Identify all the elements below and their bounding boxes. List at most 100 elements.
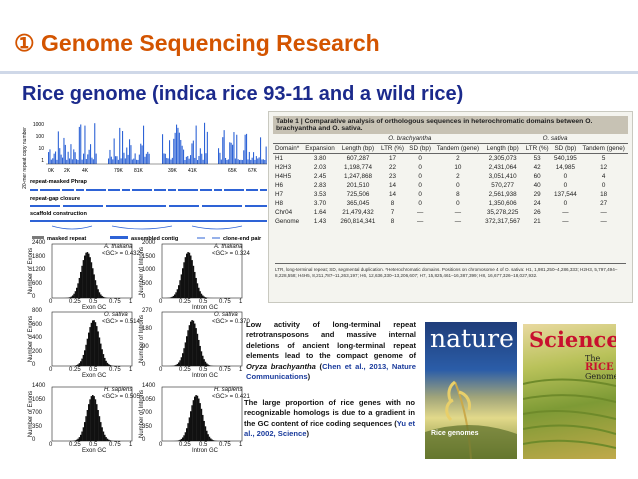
histogram-bar: [207, 364, 209, 366]
table-caption: Table 1 | Comparative analysis of orthol…: [273, 116, 628, 134]
table-cell: 21: [533, 218, 541, 225]
track-row-label: repeat-gap closure: [30, 196, 80, 202]
table-row: H7 3.53 725,506 14 0 8 2,561,938 29 137,544 18: [273, 190, 628, 199]
histogram-bar: [174, 294, 176, 298]
repeat-bar: [230, 142, 232, 164]
histogram-species: O. sativa: [214, 312, 238, 318]
table-cell: 1.43: [313, 218, 327, 225]
table-cell: Genome: [275, 218, 300, 225]
column-header: Tandem (gene): [433, 143, 483, 154]
table-cell: 137,544: [553, 191, 577, 198]
repeat-bar: [73, 149, 75, 164]
repeat-bar: [71, 159, 73, 164]
table-cell: 7: [390, 209, 395, 216]
histogram-ytick: 0: [142, 437, 146, 443]
histogram-bar: [85, 416, 87, 441]
track-legend: assembled contig: [131, 236, 179, 242]
table-cell: 570,277: [491, 182, 514, 189]
histogram-bar: [182, 268, 184, 298]
histogram-bar: [97, 410, 99, 441]
repeat-bar: [237, 159, 239, 164]
repeat-bar: [225, 157, 227, 164]
histogram-bar: [171, 296, 173, 298]
table-cell: 260,814,341: [340, 218, 376, 225]
repeat-bar: [115, 156, 117, 164]
histogram-bar: [85, 344, 87, 366]
track-ytick: 1000: [33, 122, 44, 128]
repeat-bar: [240, 159, 242, 164]
slide-subtitle: Rice genome (indica rice 93-11 and a wil…: [22, 83, 464, 105]
table-cell: 2,561,938: [488, 191, 517, 198]
repeat-bar: [258, 157, 260, 164]
table-cell: 0: [563, 200, 568, 207]
rice-terraces-illustration: [523, 378, 616, 449]
repeat-bar: [236, 134, 238, 164]
histogram-bar: [94, 322, 97, 366]
histogram-bar: [100, 422, 102, 441]
histogram-bar: [188, 325, 191, 366]
repeat-bar: [109, 149, 111, 164]
histogram-bar: [180, 438, 183, 441]
track-xtick: 4K: [82, 168, 89, 174]
histogram-bar: [188, 252, 191, 298]
repeat-bar: [113, 138, 115, 164]
histogram-ytick: 0: [32, 437, 36, 443]
histogram-bar: [96, 404, 98, 441]
histogram-ytick: 1200: [32, 267, 46, 273]
histogram-bar: [98, 416, 101, 441]
repeat-bar: [66, 159, 68, 164]
histogram-bar: [191, 405, 193, 441]
repeat-bar: [136, 159, 138, 164]
citation-link[interactable]: Yu et al., 2002, Science: [244, 418, 415, 439]
histogram-ytick: 1400: [32, 383, 46, 389]
histogram-bar: [86, 338, 89, 366]
repeat-bar: [162, 134, 164, 164]
histogram-bar: [186, 336, 188, 366]
histogram-bar: [86, 410, 89, 441]
table-cell: 14: [389, 191, 397, 198]
histogram-bar: [202, 355, 204, 366]
group-header: O. brachyantha: [337, 134, 483, 144]
histogram-bar: [76, 439, 78, 441]
table-cell: 1,198,774: [343, 164, 372, 171]
nature-cover-caption: Rice genomes: [431, 430, 479, 437]
repeat-bar: [247, 159, 249, 164]
track-xtick: 67K: [248, 168, 258, 174]
histogram-bar: [190, 411, 192, 441]
table-row: Chr04 1.64 21,479,432 7 — — 35,278,225 26 — —: [273, 208, 628, 217]
histogram-bar: [187, 423, 189, 441]
column-header: Length (bp): [482, 143, 524, 154]
table-cell: 0: [456, 182, 460, 189]
comparison-table-panel: Table 1 | Comparative analysis of orthol…: [268, 111, 633, 303]
repeat-bar: [176, 124, 178, 164]
histogram-bar: [183, 435, 185, 441]
repeat-bar: [188, 158, 190, 164]
histogram-bar: [206, 363, 208, 366]
repeat-bar: [120, 158, 122, 164]
histogram-xtick: 0: [49, 442, 53, 448]
repeat-bar: [60, 154, 62, 164]
histogram-bar: [187, 252, 189, 298]
repeat-bar: [167, 158, 169, 164]
repeat-bar: [180, 139, 182, 164]
repeat-bar: [91, 157, 93, 164]
repeat-bar: [50, 159, 52, 164]
repeat-bar: [119, 127, 121, 164]
histogram-bar: [179, 439, 181, 441]
histogram-ytick: 1000: [142, 267, 156, 273]
histogram-ytick: 1500: [142, 253, 156, 260]
histogram-bar: [195, 277, 197, 298]
table-cell: 201,510: [346, 182, 370, 189]
histogram-xtick: 0: [159, 367, 163, 373]
table-cell: 22: [389, 164, 397, 171]
table-row: H6 2.83 201,510 14 0 0 570,277 40 0 0: [273, 181, 628, 190]
table-cell: 8: [456, 191, 460, 198]
citation-link[interactable]: Chen et al., 2013, Nature Communications: [246, 361, 416, 382]
histogram-bar: [80, 271, 82, 298]
histogram-bar: [178, 362, 180, 366]
histogram-bar: [176, 289, 179, 298]
rice-plant-illustration: [425, 380, 517, 459]
histogram-ylabel: Number of Introns: [139, 389, 146, 439]
repeat-bar: [250, 159, 252, 164]
table-cell: H1: [275, 155, 284, 162]
